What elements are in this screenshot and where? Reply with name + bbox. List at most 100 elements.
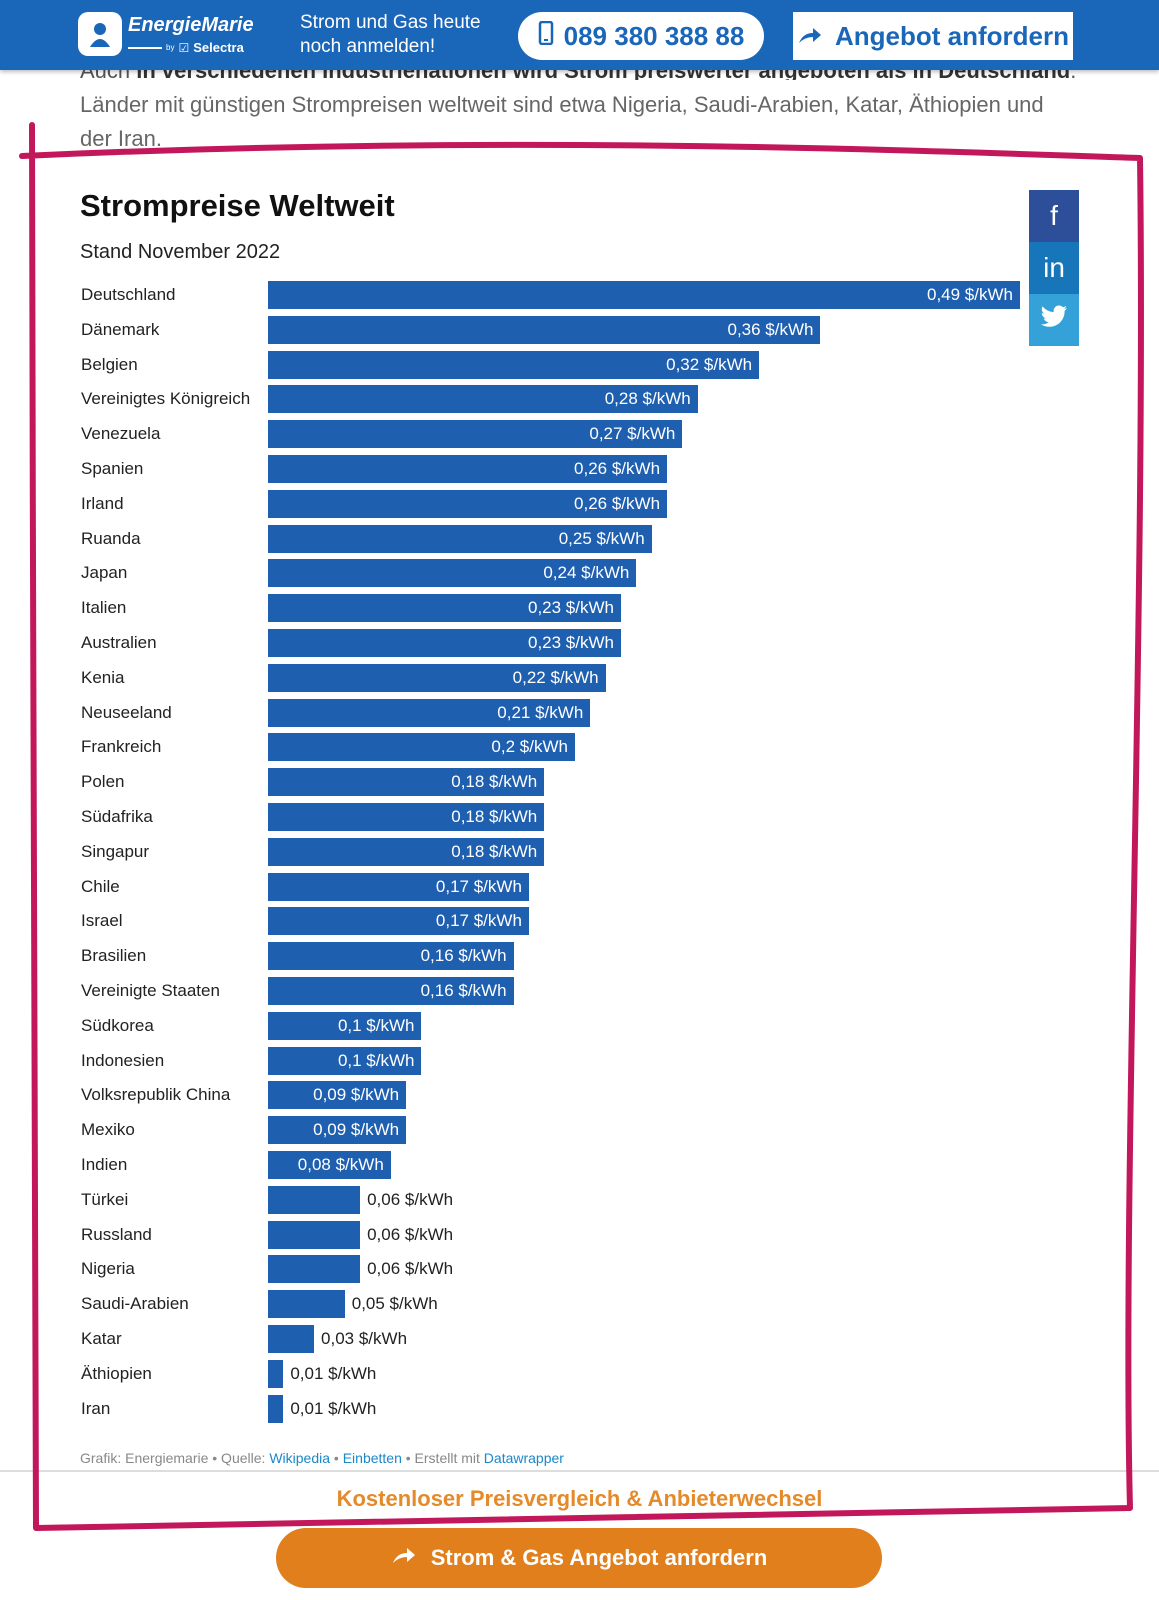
chart-row: Indien 0,08 $/kWh — [0, 1151, 1159, 1179]
chart-row: Neuseeland 0,21 $/kWh — [0, 698, 1159, 727]
value-label: 0,18 $/kWh — [451, 772, 538, 792]
bar — [268, 1220, 361, 1249]
value-label: 0,1 $/kWh — [337, 1050, 415, 1070]
category-label: Deutschland — [81, 285, 176, 304]
value-label: 0,36 $/kWh — [727, 319, 814, 339]
value-label: 0,18 $/kWh — [451, 841, 538, 861]
value-label: 0,22 $/kWh — [512, 667, 599, 687]
logo-subline: by ☑ Selectra — [128, 40, 244, 55]
bar — [268, 1255, 361, 1284]
chart-row: Polen 0,18 $/kWh — [0, 768, 1159, 797]
logo-badge-icon — [78, 12, 122, 56]
cta-offer-button[interactable]: Strom & Gas Angebot anfordern — [276, 1528, 882, 1588]
value-label: 0,2 $/kWh — [491, 737, 568, 757]
chart-row: Spanien 0,26 $/kWh — [0, 455, 1159, 483]
value-label: 0,49 $/kWh — [927, 285, 1013, 304]
value-label: 0,17 $/kWh — [435, 876, 522, 896]
category-label: Australien — [81, 633, 157, 652]
category-label: Äthiopien — [81, 1363, 152, 1383]
compare-heading: Kostenloser Preisvergleich & Anbieterwec… — [336, 1486, 823, 1511]
bar — [268, 1394, 284, 1423]
value-label: 0,16 $/kWh — [420, 946, 507, 966]
top-bar: EnergieMarie by ☑ Selectra Strom und Gas… — [0, 0, 1159, 70]
share-arrow-icon — [391, 1545, 417, 1571]
value-label: 0,01 $/kWh — [290, 1398, 377, 1418]
category-label: Katar — [81, 1329, 122, 1348]
category-label: Saudi-Arabien — [81, 1294, 189, 1314]
chart-row: Äthiopien 0,01 $/kWh — [0, 1359, 1159, 1388]
chart-row: Deutschland 0,49 $/kWh — [0, 281, 1159, 309]
logo-name: EnergieMarie — [128, 14, 254, 36]
category-label: Belgien — [81, 354, 138, 374]
logo-brand: Selectra — [193, 40, 244, 55]
category-label: Indien — [81, 1155, 128, 1174]
value-label: 0,27 $/kWh — [589, 424, 676, 444]
category-label: Russland — [81, 1224, 152, 1244]
chart-row: Brasilien 0,16 $/kWh — [0, 942, 1159, 971]
chart-row: Nigeria 0,06 $/kWh — [0, 1255, 1159, 1284]
category-label: Irland — [81, 493, 124, 513]
bar — [268, 1290, 345, 1319]
chart-row: Israel 0,17 $/kWh — [0, 907, 1159, 936]
value-label: 0,06 $/kWh — [367, 1224, 454, 1244]
phone-button[interactable]: 089 380 388 88 — [518, 12, 764, 60]
value-label: 0,05 $/kWh — [351, 1294, 438, 1314]
chart-row: Chile 0,17 $/kWh — [0, 872, 1159, 901]
chart-row: Japan 0,24 $/kWh — [0, 559, 1159, 588]
selectra-check-icon: ☑ — [178, 40, 190, 55]
category-label: Kenia — [81, 667, 125, 687]
value-label: 0,23 $/kWh — [527, 598, 614, 618]
category-label: Chile — [81, 876, 120, 896]
category-label: Venezuela — [81, 424, 161, 444]
chart-row: Singapur 0,18 $/kWh — [0, 837, 1159, 866]
chart-row: Italien 0,23 $/kWh — [0, 594, 1159, 623]
share-arrow-icon — [797, 21, 823, 52]
category-label: Singapur — [81, 841, 150, 861]
value-label: 0,32 $/kWh — [666, 354, 753, 374]
chart-row: Ruanda 0,25 $/kWh — [0, 524, 1159, 553]
chart-row: Indonesien 0,1 $/kWh — [0, 1046, 1159, 1075]
value-label: 0,26 $/kWh — [574, 493, 661, 513]
value-label: 0,06 $/kWh — [367, 1189, 454, 1209]
value-label: 0,08 $/kWh — [297, 1155, 384, 1174]
divider — [0, 1470, 1159, 1472]
energiemarie-logo[interactable]: EnergieMarie by ☑ Selectra — [78, 12, 258, 58]
chart-row: Südafrika 0,18 $/kWh — [0, 803, 1159, 831]
category-label: Polen — [81, 772, 125, 792]
value-label: 0,03 $/kWh — [321, 1329, 408, 1348]
chart-row: Katar 0,03 $/kWh — [0, 1325, 1159, 1353]
wikipedia-link[interactable]: Wikipedia — [269, 1450, 331, 1466]
category-label: Vereinigtes Königreich — [81, 389, 251, 409]
category-label: Italien — [81, 598, 127, 618]
chart-row: Vereinigtes Königreich 0,28 $/kWh — [0, 385, 1159, 414]
value-label: 0,18 $/kWh — [451, 807, 538, 826]
value-label: 0,09 $/kWh — [313, 1085, 400, 1105]
datawrapper-link[interactable]: Datawrapper — [483, 1450, 564, 1466]
bar — [268, 1359, 284, 1388]
category-label: Südkorea — [81, 1015, 154, 1035]
chart-row: Vereinigte Staaten 0,16 $/kWh — [0, 977, 1159, 1005]
value-label: 0,17 $/kWh — [435, 911, 522, 931]
category-label: Indonesien — [81, 1050, 165, 1070]
chart-row: Irland 0,26 $/kWh — [0, 489, 1159, 518]
offer-button[interactable]: Angebot anfordern — [793, 12, 1073, 60]
category-label: Südafrika — [81, 807, 153, 826]
promo-text: Strom und Gas heute noch anmelden! — [300, 12, 481, 57]
chart-row: Saudi-Arabien 0,05 $/kWh — [0, 1290, 1159, 1319]
logo-by: by — [166, 43, 175, 52]
category-label: Mexiko — [81, 1120, 135, 1140]
bar — [268, 281, 1020, 309]
embed-link[interactable]: Einbetten — [342, 1450, 402, 1466]
value-label: 0,1 $/kWh — [337, 1015, 415, 1035]
value-label: 0,16 $/kWh — [420, 981, 507, 1000]
chart-row: Australien 0,23 $/kWh — [0, 629, 1159, 657]
value-label: 0,09 $/kWh — [313, 1120, 400, 1140]
chart-row: Südkorea 0,1 $/kWh — [0, 1011, 1159, 1040]
cta-label: Strom & Gas Angebot anfordern — [430, 1545, 768, 1570]
value-label: 0,01 $/kWh — [290, 1363, 377, 1383]
bar — [268, 1325, 315, 1353]
category-label: Vereinigte Staaten — [81, 981, 220, 1000]
value-label: 0,28 $/kWh — [604, 389, 691, 409]
value-label: 0,06 $/kWh — [367, 1259, 454, 1279]
